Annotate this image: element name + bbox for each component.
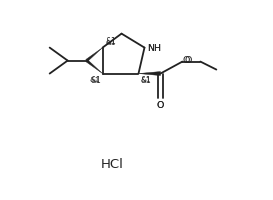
- Text: NH: NH: [147, 44, 161, 53]
- Text: &1: &1: [140, 76, 151, 85]
- Text: O: O: [183, 55, 190, 64]
- Text: O: O: [157, 101, 164, 110]
- Polygon shape: [138, 72, 161, 76]
- Text: &1: &1: [106, 40, 116, 46]
- Text: &1: &1: [90, 76, 101, 85]
- Polygon shape: [86, 48, 103, 62]
- Text: O: O: [184, 56, 191, 65]
- Text: &1: &1: [106, 37, 116, 46]
- Text: &1: &1: [89, 76, 100, 82]
- Text: NH: NH: [147, 44, 161, 53]
- Text: &1: &1: [140, 76, 150, 82]
- Polygon shape: [86, 60, 103, 74]
- Text: HCl: HCl: [101, 157, 124, 170]
- Text: O: O: [157, 101, 164, 110]
